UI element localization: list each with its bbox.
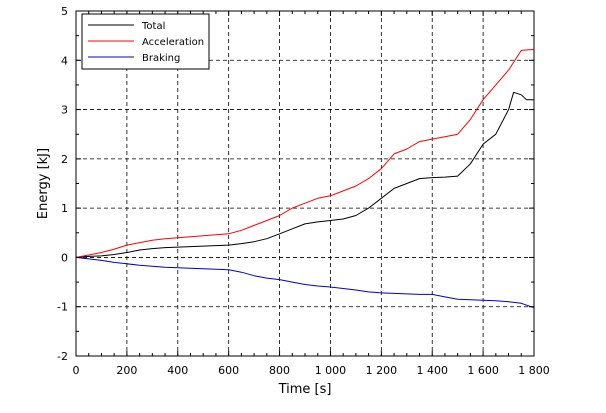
legend-label-total: Total	[141, 21, 165, 32]
series-lines	[75, 48, 535, 309]
y-axis-title: Energy [kJ]	[36, 148, 51, 219]
legend-label-acceleration: Acceleration	[142, 37, 204, 48]
x-tick-label: 0	[73, 364, 80, 377]
y-tick-label: 2	[61, 153, 68, 166]
y-tick-label: 5	[61, 5, 68, 18]
x-tick-label: 1 600	[467, 364, 499, 377]
x-tick-label: 400	[167, 364, 188, 377]
x-axis-title: Time [s]	[278, 382, 332, 397]
x-tick-label: 1 200	[366, 364, 398, 377]
grid-lines	[76, 11, 534, 356]
axis-ticks: 0 200 400 600 800 1 000 1 200 1 400 1 600 1 800 -2…	[57, 5, 550, 377]
y-tick-label: -2	[57, 350, 68, 363]
y-tick-label: 3	[61, 104, 68, 117]
x-tick-label: 200	[116, 364, 137, 377]
series-line-braking	[75, 256, 535, 309]
y-tick-label: 4	[61, 54, 68, 67]
series-line-acceleration	[75, 48, 535, 258]
legend-label-braking: Braking	[142, 53, 180, 64]
x-tick-label: 1 400	[416, 364, 448, 377]
legend: Total Acceleration Braking	[81, 13, 210, 70]
series-line-total	[75, 91, 534, 258]
x-tick-label: 800	[269, 364, 290, 377]
y-tick-label: 0	[61, 251, 68, 264]
y-tick-label: 1	[61, 202, 68, 215]
x-tick-label: 1 000	[315, 364, 347, 377]
x-tick-label: 600	[218, 364, 239, 377]
x-tick-label: 1 800	[518, 364, 550, 377]
y-tick-label: -1	[57, 301, 68, 314]
